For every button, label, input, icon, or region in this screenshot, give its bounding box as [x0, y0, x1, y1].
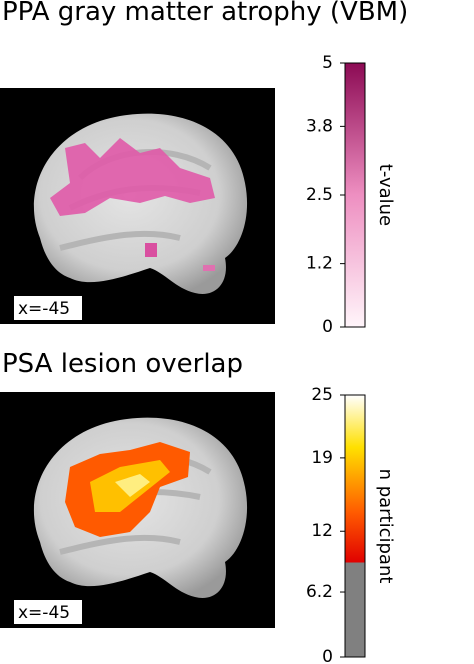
- tick-label: 3.8: [306, 116, 333, 136]
- tick-label: 25: [311, 385, 333, 405]
- colorbar-label: n participant: [375, 469, 396, 584]
- brain-image: x=-45: [0, 88, 275, 324]
- coordinate-label: x=-45: [18, 603, 70, 623]
- colorbar: [344, 394, 366, 658]
- panel-title: PSA lesion overlap: [2, 349, 243, 379]
- tick-label: 2.5: [306, 185, 333, 205]
- tick-label: 0: [322, 317, 333, 337]
- coordinate-label: x=-45: [18, 299, 70, 319]
- tick-label: 19: [311, 448, 333, 468]
- tick-label: 12: [311, 521, 333, 541]
- panel-title: PPA gray matter atrophy (VBM): [2, 0, 408, 27]
- tick-label: 1.2: [306, 254, 333, 274]
- tick-label: 5: [322, 53, 333, 73]
- colorbar: [344, 62, 366, 328]
- colorbar-label: t-value: [375, 164, 396, 226]
- tick-label: 6.2: [306, 582, 333, 602]
- brain-image: x=-45: [0, 392, 275, 628]
- tick-label: 0: [322, 647, 333, 664]
